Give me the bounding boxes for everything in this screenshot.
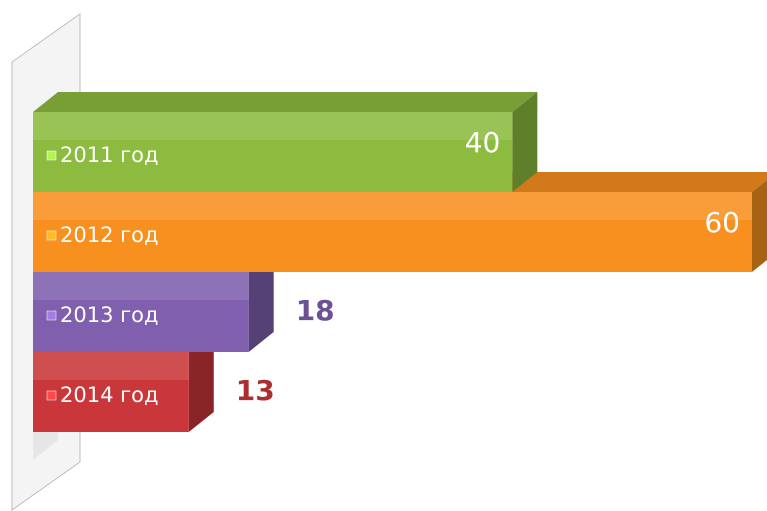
bar-top (33, 92, 538, 112)
legend-marker (46, 150, 57, 161)
legend-marker (46, 390, 57, 401)
bar (33, 192, 752, 272)
category-label: 2013 год (60, 303, 159, 327)
bar-side (512, 92, 538, 192)
category-label: 2014 год (60, 383, 159, 407)
bar-side (752, 180, 767, 272)
bar-shine (33, 272, 249, 300)
legend-marker (46, 310, 57, 321)
value-label: 13 (236, 374, 275, 407)
category-label: 2012 год (60, 223, 159, 247)
bar-shine (33, 192, 752, 220)
bar-shine (33, 112, 513, 140)
bar (33, 112, 513, 192)
category-label: 2011 год (60, 143, 159, 167)
value-label: 18 (296, 294, 335, 327)
value-label: 60 (704, 206, 740, 239)
bar (33, 272, 249, 352)
bar (33, 352, 189, 432)
bar-shine (33, 352, 189, 380)
bar-side (188, 332, 214, 432)
value-label: 40 (465, 126, 501, 159)
bar-side (248, 252, 274, 352)
legend-marker (46, 230, 57, 241)
